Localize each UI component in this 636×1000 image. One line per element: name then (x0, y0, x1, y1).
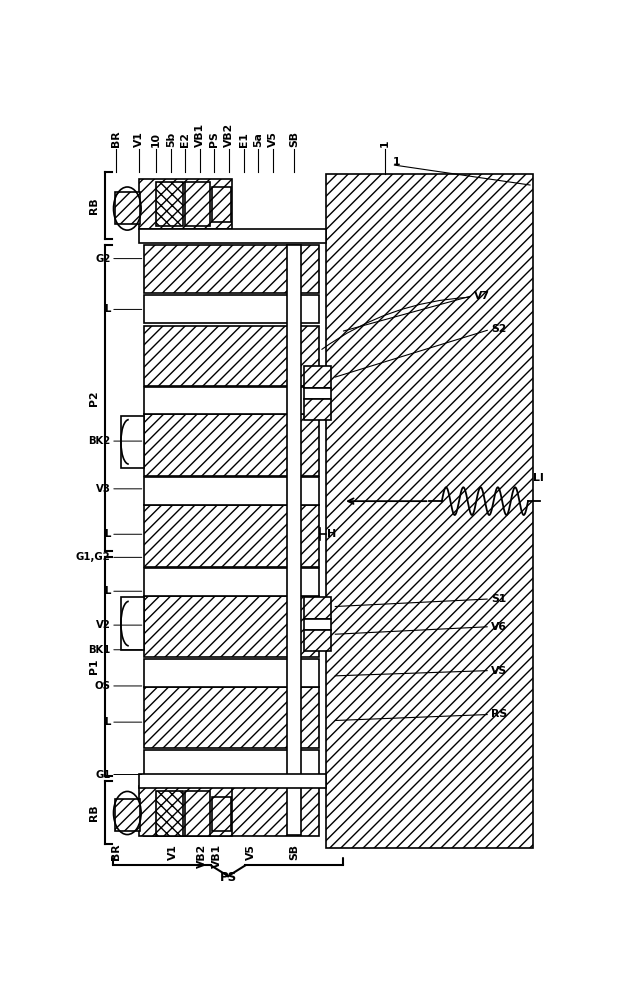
Bar (121, 597, 144, 650)
Text: L: L (104, 586, 111, 596)
Bar (144, 295, 319, 323)
Bar (304, 388, 331, 399)
Text: OS: OS (95, 681, 111, 691)
Bar (286, 245, 301, 835)
Text: BR: BR (111, 130, 121, 147)
Bar (304, 630, 331, 651)
Text: V1: V1 (168, 844, 178, 860)
Text: S2: S2 (491, 324, 506, 334)
Text: VS: VS (491, 666, 507, 676)
Text: 10: 10 (151, 132, 161, 147)
Text: V7: V7 (474, 291, 490, 301)
Text: RB: RB (89, 197, 99, 214)
Bar (144, 326, 319, 386)
Text: 1: 1 (392, 157, 400, 167)
Text: 5a: 5a (253, 132, 263, 147)
Text: L: L (104, 717, 111, 727)
Bar (144, 596, 319, 657)
Bar (144, 387, 319, 414)
Bar (139, 774, 326, 788)
Text: V5: V5 (246, 844, 256, 860)
Bar (144, 659, 319, 687)
Bar (144, 687, 319, 748)
Text: L: L (104, 529, 111, 539)
Text: E1: E1 (238, 132, 249, 147)
Text: RS: RS (491, 709, 507, 719)
Text: V3: V3 (95, 484, 111, 494)
Bar (186, 791, 210, 836)
Bar (139, 229, 326, 243)
Text: BR: BR (111, 844, 121, 860)
Text: G2: G2 (95, 254, 111, 264)
Bar (115, 799, 140, 831)
Text: V1: V1 (134, 131, 144, 147)
Text: G1: G1 (95, 770, 111, 780)
Bar (186, 182, 210, 226)
Text: V5: V5 (268, 131, 278, 147)
Text: 1: 1 (380, 139, 390, 147)
Text: V2: V2 (95, 620, 111, 630)
Text: VB1: VB1 (212, 844, 221, 868)
Bar (139, 786, 232, 836)
Bar (121, 416, 144, 468)
Bar (144, 750, 319, 778)
Bar (115, 192, 140, 224)
Bar (144, 779, 319, 836)
Text: H: H (327, 529, 336, 539)
Text: L: L (104, 304, 111, 314)
Text: P1: P1 (89, 659, 99, 674)
Text: G1,G2: G1,G2 (76, 552, 111, 562)
Bar (144, 414, 319, 476)
Text: V6: V6 (491, 622, 507, 632)
Text: BK2: BK2 (88, 436, 111, 446)
Text: 5b: 5b (166, 132, 176, 147)
Text: RB: RB (89, 804, 99, 821)
Bar (304, 399, 331, 420)
Bar (144, 505, 319, 567)
Bar (156, 182, 183, 226)
Text: PS: PS (219, 871, 237, 884)
Bar (212, 797, 232, 831)
Bar (304, 366, 331, 388)
Text: BK1: BK1 (88, 645, 111, 655)
Text: PS: PS (209, 131, 219, 147)
Bar (144, 477, 319, 505)
Text: SB: SB (289, 844, 299, 860)
Bar (304, 597, 331, 619)
Text: SB: SB (289, 131, 299, 147)
Bar (212, 187, 232, 222)
Bar (144, 568, 319, 596)
Bar (144, 245, 319, 293)
Bar (156, 791, 183, 836)
Text: VB1: VB1 (195, 123, 205, 147)
Text: VB2: VB2 (224, 123, 234, 147)
Bar (326, 174, 533, 848)
Text: P2: P2 (89, 390, 99, 406)
Bar (304, 619, 331, 630)
Text: LI: LI (533, 473, 544, 483)
Text: S1: S1 (491, 594, 506, 604)
Text: VB2: VB2 (197, 844, 207, 868)
Text: E2: E2 (181, 132, 190, 147)
Bar (139, 179, 232, 229)
